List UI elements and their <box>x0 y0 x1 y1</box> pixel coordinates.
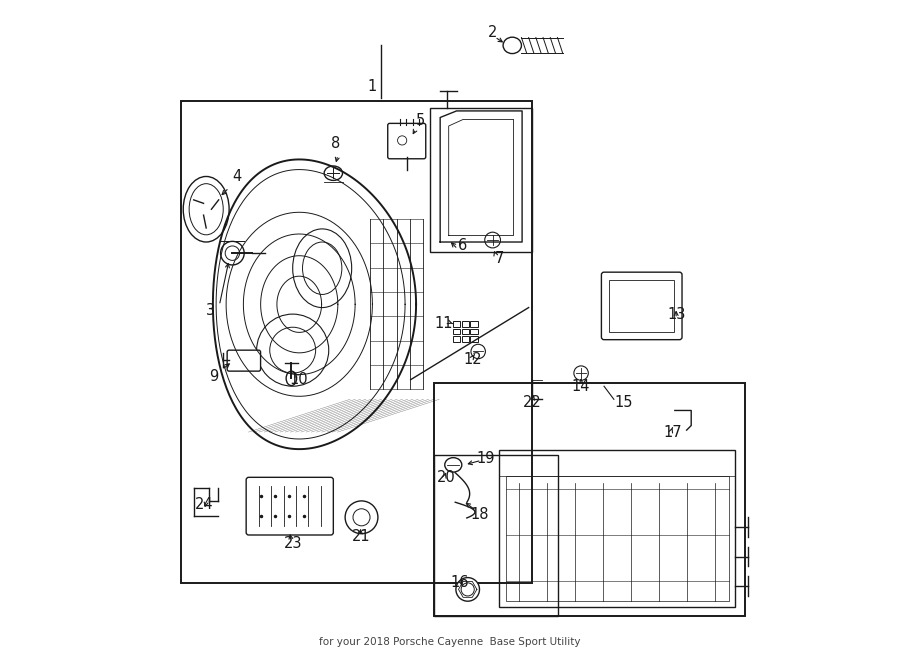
Text: 15: 15 <box>615 395 633 410</box>
Text: 1: 1 <box>367 79 376 94</box>
Text: 4: 4 <box>232 169 241 184</box>
Ellipse shape <box>445 457 462 472</box>
Text: 6: 6 <box>458 238 468 253</box>
FancyBboxPatch shape <box>388 124 426 159</box>
Bar <box>454 329 461 334</box>
Text: 12: 12 <box>464 352 482 368</box>
Bar <box>454 321 461 327</box>
Bar <box>462 336 469 342</box>
Text: 19: 19 <box>477 451 495 466</box>
Text: 20: 20 <box>437 471 456 485</box>
Text: 9: 9 <box>210 369 219 384</box>
Bar <box>471 321 478 327</box>
Text: 3: 3 <box>206 303 215 319</box>
Ellipse shape <box>503 37 521 54</box>
Ellipse shape <box>184 176 230 242</box>
Text: 17: 17 <box>663 424 682 440</box>
Circle shape <box>485 232 500 248</box>
Bar <box>181 101 532 583</box>
Circle shape <box>345 501 378 533</box>
Circle shape <box>574 366 589 380</box>
Text: 23: 23 <box>284 536 302 551</box>
Bar <box>471 329 478 334</box>
Circle shape <box>471 344 485 359</box>
Bar <box>500 449 735 607</box>
Text: 2: 2 <box>488 24 498 40</box>
Bar <box>430 108 532 252</box>
Text: 11: 11 <box>434 317 453 331</box>
FancyBboxPatch shape <box>227 350 261 371</box>
FancyBboxPatch shape <box>601 272 682 340</box>
Text: for your 2018 Porsche Cayenne  Base Sport Utility: for your 2018 Porsche Cayenne Base Sport… <box>320 637 580 647</box>
Text: 24: 24 <box>195 496 213 512</box>
Bar <box>462 329 469 334</box>
Bar <box>609 280 674 332</box>
Text: 14: 14 <box>572 379 590 394</box>
Bar <box>462 321 469 327</box>
Text: 13: 13 <box>667 307 685 322</box>
Text: 7: 7 <box>494 251 504 266</box>
Bar <box>506 476 729 601</box>
Bar <box>434 455 558 615</box>
FancyBboxPatch shape <box>247 477 333 535</box>
Text: 18: 18 <box>470 506 489 522</box>
Text: 10: 10 <box>290 372 309 387</box>
Text: 5: 5 <box>416 113 425 128</box>
Text: 16: 16 <box>451 575 469 590</box>
Text: 8: 8 <box>330 136 340 151</box>
Ellipse shape <box>220 241 244 265</box>
Ellipse shape <box>286 371 297 385</box>
Text: 21: 21 <box>352 529 371 545</box>
Circle shape <box>456 578 480 602</box>
Bar <box>434 383 745 615</box>
Ellipse shape <box>324 166 343 180</box>
Text: 22: 22 <box>523 395 541 410</box>
Bar <box>471 336 478 342</box>
Bar <box>454 336 461 342</box>
